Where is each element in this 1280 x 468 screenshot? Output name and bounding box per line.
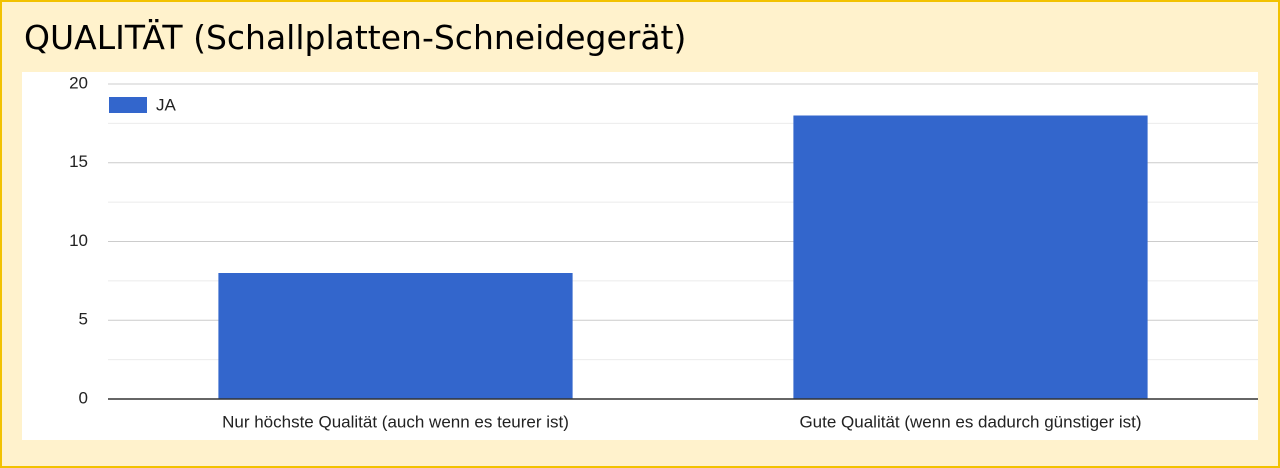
y-tick-label: 10 xyxy=(69,231,88,250)
y-tick-label: 20 xyxy=(69,73,88,92)
y-tick-label: 5 xyxy=(79,310,88,329)
chart-title: QUALITÄT (Schallplatten-Schneidegerät) xyxy=(24,18,687,57)
bar xyxy=(218,273,573,399)
bar xyxy=(793,115,1148,399)
legend-label: JA xyxy=(156,95,177,114)
legend-swatch xyxy=(109,97,147,113)
x-tick-label: Nur höchste Qualität (auch wenn es teure… xyxy=(222,412,569,431)
y-tick-label: 0 xyxy=(79,388,88,407)
y-tick-label: 15 xyxy=(69,152,88,171)
x-tick-label: Gute Qualität (wenn es dadurch günstiger… xyxy=(799,412,1141,431)
